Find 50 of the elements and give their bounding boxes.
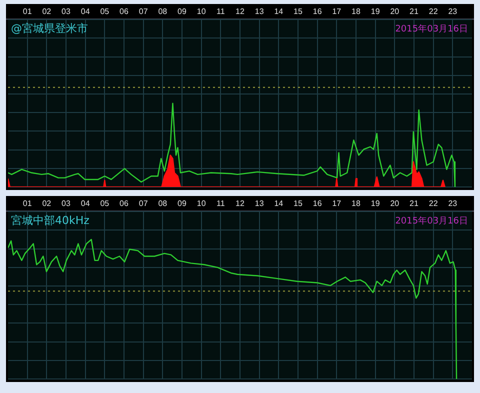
x-tick-label: 11 (216, 7, 226, 16)
x-tick-label: 13 (254, 199, 264, 208)
x-tick-label: 16 (312, 7, 322, 16)
x-tick-label: 01 (22, 7, 32, 16)
x-tick-label: 11 (216, 199, 226, 208)
x-tick-label: 23 (448, 199, 458, 208)
x-tick-label: 18 (352, 199, 361, 208)
x-tick-label: 22 (428, 7, 438, 16)
x-tick-label: 19 (370, 199, 380, 208)
x-tick-label: 07 (138, 7, 148, 16)
x-tick-label: 05 (100, 7, 110, 16)
x-tick-label: 18 (352, 7, 361, 16)
x-tick-label: 17 (332, 7, 342, 16)
x-tick-label: 12 (236, 7, 245, 16)
x-tick-label: 07 (138, 199, 148, 208)
x-tick-label: 15 (294, 7, 303, 16)
x-tick-label: 04 (80, 199, 90, 208)
x-tick-label: 13 (254, 7, 264, 16)
text: 2015年03月16日 (395, 215, 468, 226)
x-tick-label: 06 (120, 7, 129, 16)
x-tick-label: 09 (178, 7, 187, 16)
chart-title: @宮城県登米市 (11, 22, 88, 35)
x-tick-label: 02 (42, 7, 52, 16)
x-tick-label: 22 (428, 199, 438, 208)
text: 2015年03月16日 (395, 23, 468, 34)
x-tick-label: 12 (236, 199, 245, 208)
x-tick-label: 17 (332, 199, 342, 208)
x-tick-label: 20 (390, 199, 400, 208)
x-tick-label: 02 (42, 199, 52, 208)
x-tick-label: 05 (100, 199, 110, 208)
x-tick-label: 09 (178, 199, 187, 208)
chart-title: 宮城中部40kHz (11, 214, 90, 227)
x-tick-label: 14 (274, 7, 284, 16)
x-tick-label: 08 (158, 7, 168, 16)
x-tick-label: 03 (62, 7, 71, 16)
x-tick-label: 10 (196, 199, 206, 208)
x-tick-label: 21 (410, 7, 419, 16)
x-tick-label: 15 (294, 199, 303, 208)
x-tick-label: 01 (22, 199, 32, 208)
x-tick-label: 21 (410, 199, 419, 208)
x-tick-label: 08 (158, 199, 168, 208)
x-tick-label: 06 (120, 199, 129, 208)
x-tick-label: 03 (62, 199, 71, 208)
x-tick-label: 14 (274, 199, 284, 208)
x-tick-label: 19 (370, 7, 380, 16)
x-tick-label: 23 (448, 7, 458, 16)
x-tick-label: 20 (390, 7, 400, 16)
x-tick-label: 16 (312, 199, 322, 208)
x-tick-label: 04 (80, 7, 90, 16)
x-tick-label: 10 (196, 7, 206, 16)
